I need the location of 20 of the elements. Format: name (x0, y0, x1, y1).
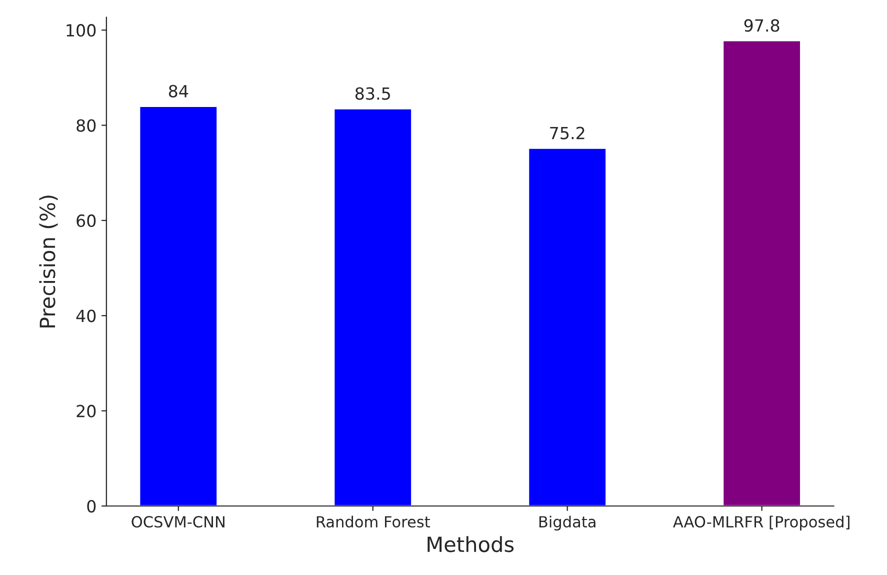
data-label: 84 (168, 84, 188, 98)
bar (722, 40, 802, 506)
y-tick-label: 80 (76, 119, 96, 132)
bar (138, 106, 218, 506)
y-tick-label: 60 (76, 214, 96, 228)
data-label: 83.5 (355, 87, 390, 100)
data-label: 97.8 (744, 19, 780, 32)
y-tick-label: 40 (76, 310, 96, 322)
y-tick-label: 20 (76, 404, 96, 418)
x-tick-label: Bigdata (539, 516, 596, 531)
y-tick-label: 100 (66, 24, 96, 37)
bar (528, 147, 607, 506)
data-label: 75.2 (550, 126, 584, 140)
y-axis-title: Precision (%) (39, 196, 58, 328)
x-tick-label: OCSVM-CNN (132, 516, 224, 528)
x-tick-label: Random Forest (316, 516, 430, 528)
x-axis-title: Methods (428, 536, 514, 552)
x-tick-label: AAO-MLRFR [Proposed] (673, 516, 850, 531)
y-tick-label: 0 (87, 500, 96, 513)
bar (333, 108, 412, 506)
